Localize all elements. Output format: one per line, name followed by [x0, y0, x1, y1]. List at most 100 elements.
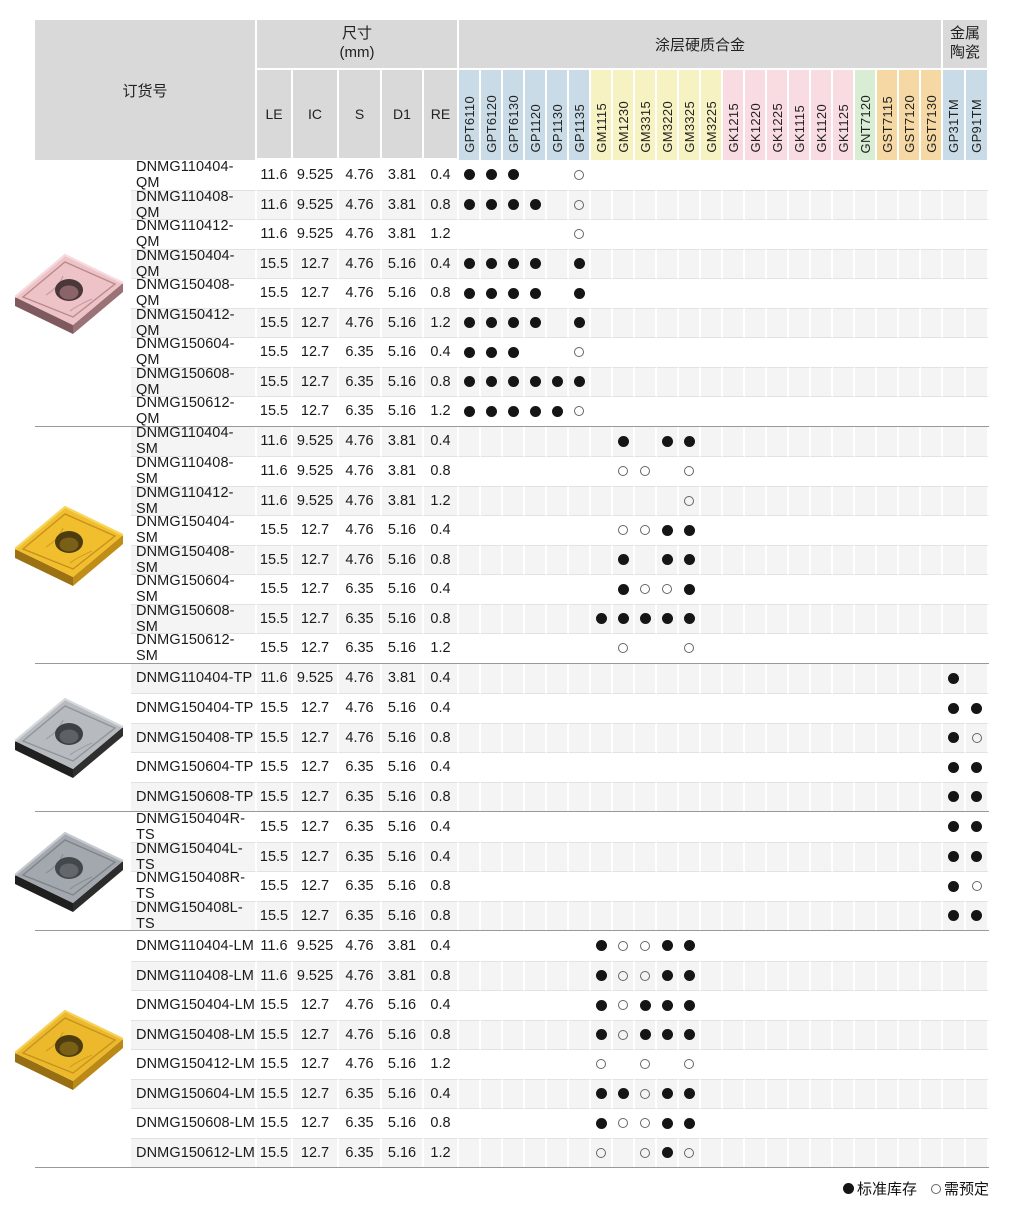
avail-GM3315 — [635, 781, 657, 811]
dim-re: 0.4 — [424, 426, 459, 456]
table-row[interactable]: DNMG110404-SM 11.6 9.525 4.76 3.81 0.4 — [35, 425, 989, 457]
avail-GP1130 — [547, 1108, 569, 1138]
dim-le: 15.5 — [257, 544, 293, 574]
dim-re: 0.4 — [424, 812, 459, 842]
table-row[interactable]: DNMG150408-QM 15.5 12.7 4.76 5.16 0.8 — [35, 277, 989, 309]
avail-GM3225 — [701, 752, 723, 782]
in-stock-dot — [661, 1147, 673, 1159]
table-row[interactable]: DNMG150404-LM 15.5 12.7 4.76 5.16 0.4 — [35, 990, 989, 1020]
table-row[interactable]: DNMG150604-TP 15.5 12.7 6.35 5.16 0.4 — [35, 752, 989, 782]
col-header-s: S — [339, 70, 382, 160]
table-row[interactable]: DNMG150408-LM 15.5 12.7 4.76 5.16 0.8 — [35, 1019, 989, 1049]
avail-GK1215 — [723, 633, 745, 663]
avail-GM3325 — [679, 633, 701, 663]
table-row[interactable]: DNMG110412-SM 11.6 9.525 4.76 3.81 1.2 — [35, 485, 989, 517]
table-row[interactable]: DNMG150404L-TS 15.5 12.7 6.35 5.16 0.4 — [35, 841, 989, 873]
in-stock-dot — [639, 999, 651, 1011]
avail-GPT6130 — [503, 515, 525, 545]
avail-GP1120 — [525, 456, 547, 486]
order-number: DNMG150608-LM — [131, 1108, 257, 1138]
avail-GP31TM — [943, 960, 966, 990]
table-row[interactable]: DNMG110412-QM 11.6 9.525 4.76 3.81 1.2 — [35, 218, 989, 250]
table-row[interactable]: DNMG150408-TP 15.5 12.7 4.76 5.16 0.8 — [35, 722, 989, 752]
avail-GM3225 — [701, 663, 723, 693]
table-row[interactable]: DNMG150608-QM 15.5 12.7 6.35 5.16 0.8 — [35, 366, 989, 398]
table-row[interactable]: DNMG150404R-TS 15.5 12.7 6.35 5.16 0.4 — [35, 811, 989, 843]
table-row[interactable]: DNMG150608-LM 15.5 12.7 6.35 5.16 0.8 — [35, 1108, 989, 1138]
table-row[interactable]: DNMG150608-SM 15.5 12.7 6.35 5.16 0.8 — [35, 603, 989, 635]
table-row[interactable]: DNMG150612-LM 15.5 12.7 6.35 5.16 1.2 — [35, 1137, 989, 1167]
avail-GP91TM — [966, 663, 989, 693]
dim-d1: 3.81 — [382, 219, 424, 249]
avail-GP1120 — [525, 426, 547, 456]
dim-s: 6.35 — [339, 603, 382, 633]
table-row[interactable]: DNMG110404-TP 11.6 9.525 4.76 3.81 0.4 — [35, 663, 989, 693]
avail-GST7120 — [899, 248, 921, 278]
dim-le: 11.6 — [257, 426, 293, 456]
avail-GST7130 — [921, 693, 943, 723]
table-row[interactable]: DNMG110404-QM 11.6 9.525 4.76 3.81 0.4 — [35, 159, 989, 191]
table-row[interactable]: DNMG150604-QM 15.5 12.7 6.35 5.16 0.4 — [35, 336, 989, 368]
in-stock-dot — [463, 169, 475, 181]
dim-re: 0.4 — [424, 693, 459, 723]
dim-le: 15.5 — [257, 1049, 293, 1079]
table-row[interactable]: DNMG150404-TP 15.5 12.7 4.76 5.16 0.4 — [35, 693, 989, 723]
avail-GK1115 — [789, 337, 811, 367]
table-row[interactable]: DNMG150608-TP 15.5 12.7 6.35 5.16 0.8 — [35, 781, 989, 811]
avail-GP1130 — [547, 812, 569, 842]
avail-GM3225 — [701, 1049, 723, 1079]
avail-GPT6110 — [459, 485, 481, 515]
avail-GM3325 — [679, 841, 701, 871]
table-row[interactable]: DNMG150412-QM 15.5 12.7 4.76 5.16 1.2 — [35, 307, 989, 339]
avail-GPT6110 — [459, 931, 481, 961]
avail-GM1115 — [591, 722, 613, 752]
table-row[interactable]: DNMG110408-QM 11.6 9.525 4.76 3.81 0.8 — [35, 189, 989, 221]
avail-GK1125 — [833, 812, 855, 842]
in-stock-dot — [683, 1117, 695, 1129]
avail-GP31TM — [943, 219, 966, 249]
avail-GST7115 — [877, 456, 899, 486]
avail-GP91TM — [966, 841, 989, 871]
table-row[interactable]: DNMG150404-QM 15.5 12.7 4.76 5.16 0.4 — [35, 248, 989, 280]
pre-order-dot — [596, 1147, 606, 1158]
avail-GPT6110 — [459, 900, 481, 930]
dim-s: 4.76 — [339, 960, 382, 990]
avail-GM1115 — [591, 931, 613, 961]
table-row[interactable]: DNMG150412-LM 15.5 12.7 4.76 5.16 1.2 — [35, 1049, 989, 1079]
in-stock-dot — [683, 435, 695, 447]
table-row[interactable]: DNMG110408-LM 11.6 9.525 4.76 3.81 0.8 — [35, 960, 989, 990]
order-number: DNMG150408-SM — [131, 544, 257, 576]
cermet-line1: 金属 — [949, 25, 980, 43]
avail-GP91TM — [966, 871, 989, 901]
table-row[interactable]: DNMG150404-SM 15.5 12.7 4.76 5.16 0.4 — [35, 514, 989, 546]
table-row[interactable]: DNMG110404-LM 11.6 9.525 4.76 3.81 0.4 — [35, 931, 989, 961]
image-column-spacer — [35, 219, 131, 249]
avail-GP1120 — [525, 307, 547, 337]
avail-GK1220 — [745, 456, 767, 486]
table-row[interactable]: DNMG150408L-TS 15.5 12.7 6.35 5.16 0.8 — [35, 900, 989, 932]
order-number: DNMG150412-QM — [131, 307, 257, 339]
avail-GM1230 — [613, 426, 635, 456]
table-row[interactable]: DNMG150612-QM 15.5 12.7 6.35 5.16 1.2 — [35, 395, 989, 427]
avail-GP91TM — [966, 1019, 989, 1049]
avail-GM1230 — [613, 337, 635, 367]
table-row[interactable]: DNMG110408-SM 11.6 9.525 4.76 3.81 0.8 — [35, 455, 989, 487]
table-row[interactable]: DNMG150612-SM 15.5 12.7 6.35 5.16 1.2 — [35, 632, 989, 664]
avail-GST7130 — [921, 1078, 943, 1108]
grade-col-GPT6110: GPT6110 — [459, 70, 481, 160]
table-row[interactable]: DNMG150408R-TS 15.5 12.7 6.35 5.16 0.8 — [35, 870, 989, 902]
avail-GK1120 — [811, 426, 833, 456]
avail-GST7120 — [899, 841, 921, 871]
avail-GNT7120 — [855, 663, 877, 693]
avail-GST7120 — [899, 307, 921, 337]
dim-s: 6.35 — [339, 1108, 382, 1138]
avail-GM3220 — [657, 663, 679, 693]
avail-GM1115 — [591, 396, 613, 426]
avail-GK1220 — [745, 1108, 767, 1138]
grade-col-GK1215: GK1215 — [723, 70, 745, 160]
table-row[interactable]: DNMG150604-LM 15.5 12.7 6.35 5.16 0.4 — [35, 1078, 989, 1108]
avail-GM3325 — [679, 160, 701, 190]
table-row[interactable]: DNMG150604-SM 15.5 12.7 6.35 5.16 0.4 — [35, 573, 989, 605]
avail-GK1125 — [833, 722, 855, 752]
table-row[interactable]: DNMG150408-SM 15.5 12.7 4.76 5.16 0.8 — [35, 544, 989, 576]
